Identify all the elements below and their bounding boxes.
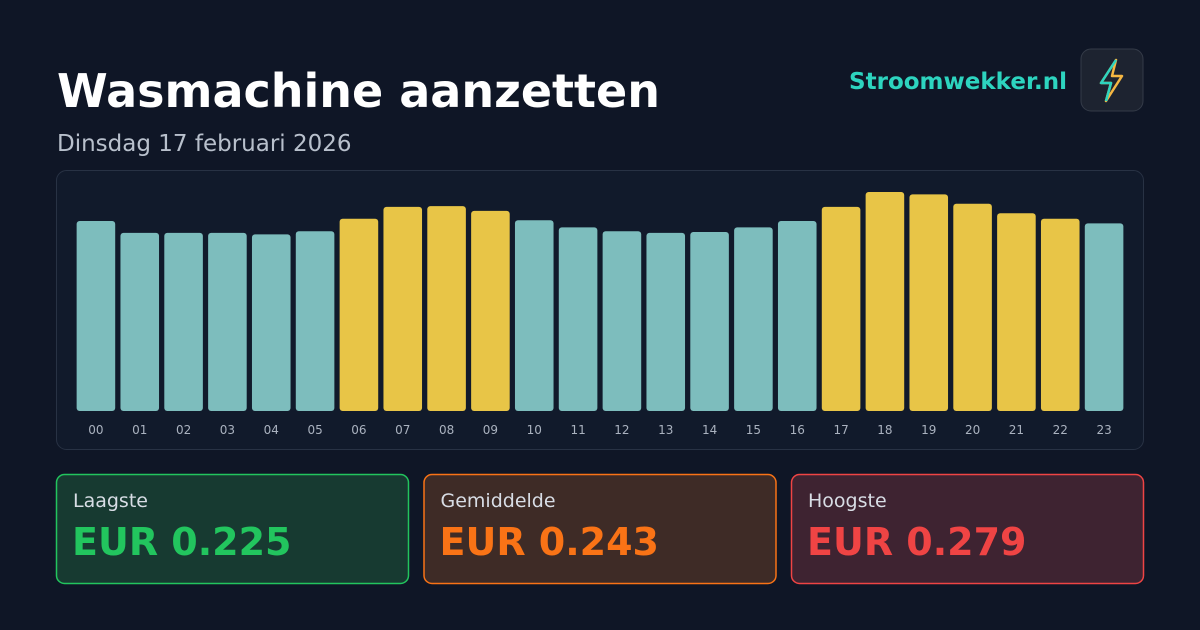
bar bbox=[339, 218, 379, 411]
x-tick-label: 06 bbox=[351, 423, 366, 437]
x-tick-label: 02 bbox=[176, 423, 191, 437]
bar bbox=[383, 206, 423, 411]
x-tick-label: 14 bbox=[702, 423, 717, 437]
stat-label: Hoogste bbox=[808, 490, 887, 512]
bar bbox=[120, 232, 160, 411]
x-tick-label: 18 bbox=[877, 423, 892, 437]
stat-label: Gemiddelde bbox=[441, 490, 556, 512]
stat-card bbox=[423, 473, 777, 585]
bar bbox=[953, 203, 992, 411]
bar bbox=[251, 234, 291, 411]
x-tick-label: 03 bbox=[220, 423, 235, 437]
chart: 00 01 02 03 04 05 06 07 08 09 10 11 12 13 14 15 16 17 18 19… bbox=[76, 192, 1124, 437]
title: Wasmachine aanzetten bbox=[57, 64, 660, 118]
x-tick-label: 10 bbox=[527, 423, 542, 437]
x-tick-label: 08 bbox=[439, 423, 454, 437]
x-tick-label: 12 bbox=[614, 423, 629, 437]
stat-card bbox=[55, 473, 410, 585]
bar bbox=[865, 192, 905, 411]
brand: Stroomwekker.nl bbox=[849, 69, 1067, 95]
x-tick-label: 05 bbox=[307, 423, 322, 437]
stat-value: EUR 0.243 bbox=[440, 520, 660, 564]
bar bbox=[1040, 218, 1080, 411]
x-tick-label: 22 bbox=[1053, 423, 1068, 437]
x-tick-label: 01 bbox=[132, 423, 147, 437]
x-tick-label: 17 bbox=[833, 423, 848, 437]
bar bbox=[997, 213, 1036, 411]
stat-label: Laagste bbox=[73, 490, 148, 512]
bar bbox=[646, 232, 686, 411]
stat-card bbox=[790, 473, 1145, 585]
bar bbox=[514, 220, 554, 411]
bar bbox=[295, 231, 335, 411]
x-tick-label: 23 bbox=[1096, 423, 1111, 437]
bar bbox=[909, 194, 949, 411]
stat-value: EUR 0.225 bbox=[72, 520, 292, 564]
subtitle: Dinsdag 17 februari 2026 bbox=[57, 131, 352, 157]
bar bbox=[471, 210, 510, 411]
x-tick-label: 04 bbox=[264, 423, 279, 437]
bar bbox=[690, 232, 729, 411]
stat-cards: Laagste EUR 0.225 Gemiddelde EUR 0.243 Hoogs… bbox=[55, 473, 1145, 585]
bar bbox=[602, 231, 642, 411]
bar bbox=[427, 206, 466, 411]
x-tick-label: 09 bbox=[483, 423, 498, 437]
bar bbox=[1084, 223, 1124, 411]
x-tick-label: 19 bbox=[921, 423, 936, 437]
x-tick-label: 13 bbox=[658, 423, 673, 437]
x-tick-label: 15 bbox=[746, 423, 761, 437]
bar bbox=[558, 227, 598, 411]
bar bbox=[208, 232, 247, 411]
x-tick-label: 00 bbox=[88, 423, 103, 437]
bar bbox=[821, 206, 861, 411]
stat-value: EUR 0.279 bbox=[807, 520, 1027, 564]
logo-box bbox=[1080, 48, 1144, 112]
bar bbox=[777, 221, 817, 411]
bar bbox=[734, 227, 773, 411]
logo-bolt-accent bbox=[1099, 59, 1118, 102]
bar bbox=[76, 221, 116, 411]
x-tick-label: 21 bbox=[1009, 423, 1024, 437]
x-tick-label: 20 bbox=[965, 423, 980, 437]
x-tick-label: 16 bbox=[790, 423, 805, 437]
bar bbox=[164, 232, 203, 411]
x-tick-label: 11 bbox=[570, 423, 585, 437]
x-tick-label: 07 bbox=[395, 423, 410, 437]
